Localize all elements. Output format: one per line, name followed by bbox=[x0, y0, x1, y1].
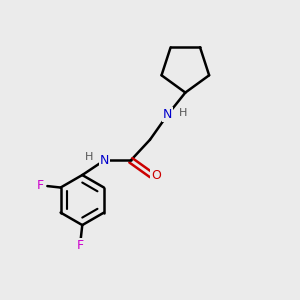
Text: N: N bbox=[100, 154, 109, 167]
Text: H: H bbox=[179, 108, 187, 118]
Text: F: F bbox=[37, 179, 44, 192]
Text: O: O bbox=[151, 169, 161, 182]
Text: N: N bbox=[163, 108, 172, 121]
Text: F: F bbox=[77, 238, 84, 252]
Text: H: H bbox=[85, 152, 93, 162]
